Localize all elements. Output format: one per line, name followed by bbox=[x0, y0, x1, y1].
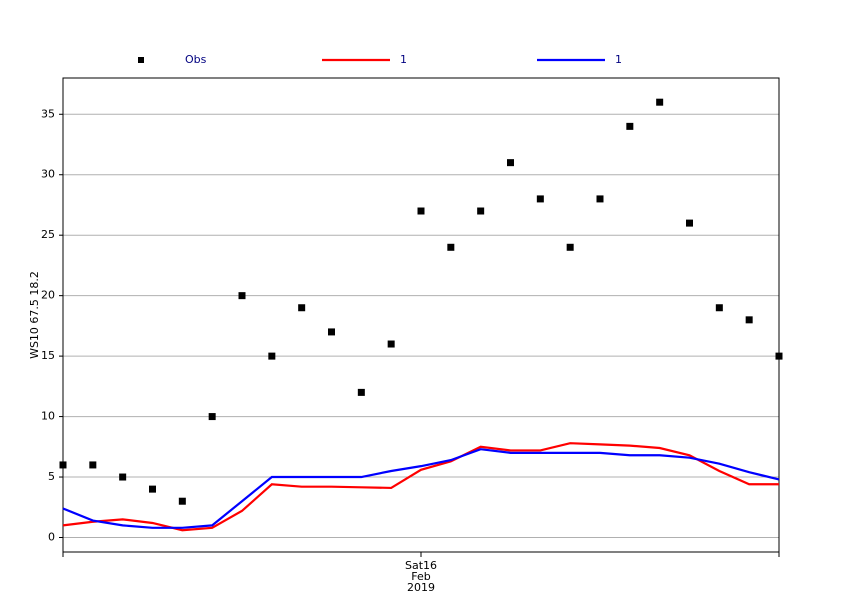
plot-frame bbox=[62, 77, 780, 553]
obs-point bbox=[686, 219, 693, 227]
y-tick-label: 5 bbox=[48, 470, 55, 483]
y-tick-label: 35 bbox=[41, 107, 55, 120]
model-line bbox=[62, 448, 780, 529]
obs-point bbox=[387, 340, 395, 348]
obs-point bbox=[566, 243, 574, 251]
obs-point bbox=[298, 304, 306, 312]
obs-point bbox=[417, 207, 425, 215]
obs-point bbox=[596, 195, 604, 203]
legend-marker bbox=[138, 57, 144, 63]
obs-point bbox=[238, 292, 246, 300]
x-tick-label: Sat16 Feb 2019 bbox=[404, 559, 438, 594]
obs-point bbox=[357, 388, 365, 396]
obs-point bbox=[656, 98, 664, 106]
obs-point bbox=[536, 195, 544, 203]
model-line bbox=[62, 442, 779, 532]
obs-point bbox=[715, 304, 723, 312]
obs-point bbox=[507, 159, 514, 167]
legend-label: 1 bbox=[615, 53, 622, 66]
obs-point bbox=[477, 207, 485, 215]
obs-point bbox=[89, 461, 97, 469]
y-tick-label: 0 bbox=[48, 530, 55, 543]
obs-point bbox=[119, 473, 127, 481]
y-tick-label: 20 bbox=[41, 289, 55, 302]
y-axis-label: WS10 67.5 18.2 bbox=[28, 271, 41, 359]
obs-point bbox=[328, 328, 335, 336]
obs-point bbox=[268, 352, 276, 360]
y-tick-label: 10 bbox=[41, 410, 55, 423]
obs-point bbox=[626, 122, 634, 130]
legend-label: 1 bbox=[400, 53, 407, 66]
obs-point bbox=[149, 485, 156, 493]
y-tick-label: 15 bbox=[41, 349, 55, 362]
obs-point bbox=[775, 352, 783, 360]
legend-label: Obs bbox=[185, 53, 207, 66]
y-tick-label: 25 bbox=[41, 228, 55, 241]
obs-point bbox=[208, 413, 216, 421]
y-tick-label: 30 bbox=[41, 168, 55, 181]
obs-point bbox=[59, 461, 67, 469]
obs-point bbox=[447, 243, 455, 251]
obs-point bbox=[745, 316, 753, 324]
obs-point bbox=[178, 497, 186, 505]
